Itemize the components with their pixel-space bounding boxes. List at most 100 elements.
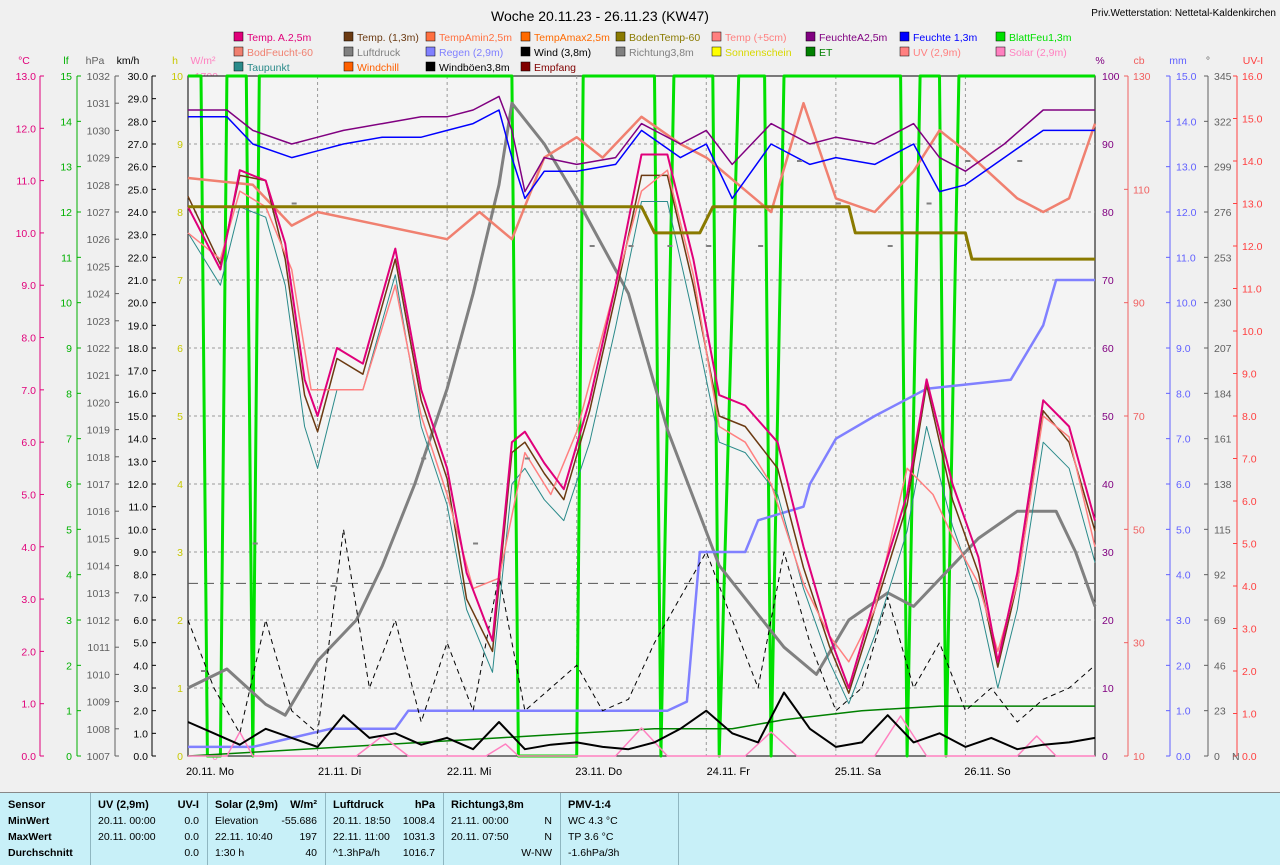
tick-label-kmh: 30.0 [128,71,149,83]
tick-label-uvi: 0.0 [1242,751,1257,763]
axis-unit-uvi: UV-I [1243,55,1263,67]
x-axis-label: 20.11. Mo [186,766,234,778]
tick-label-hpa: 1019 [87,425,111,437]
tick-label-lf: 2 [66,660,72,672]
tick-label-uvi: 15.0 [1242,114,1263,126]
axis-unit-kmh: km/h [117,55,140,67]
tick-label-kmh: 18.0 [128,343,149,355]
tick-label-kmh: 28.0 [128,116,149,128]
tick-label-kmh: 12.0 [128,479,149,491]
stats-row-label: 1:30 h [215,847,245,859]
tick-label-celsius: 4.0 [21,542,36,554]
tick-label-hpa: 1016 [87,506,111,518]
legend-label: Temp (+5cm) [725,32,787,44]
tick-label-mm: 15.0 [1176,71,1197,83]
tick-label-kmh: 9.0 [133,547,148,559]
direction-point [667,245,673,247]
tick-label-kmh: 20.0 [128,298,149,310]
tick-label-mm: 2.0 [1176,660,1191,672]
direction-point [330,585,336,587]
tick-label-percent: 90 [1102,139,1114,151]
tick-label-cb: 110 [1133,184,1150,196]
tick-label-cb: 50 [1133,524,1145,536]
tick-label-hpa: 1013 [87,588,111,600]
stats-row-value: 40 [305,847,317,859]
tick-label-kmh: 8.0 [133,570,148,582]
stats-row-value: 197 [299,831,317,843]
tick-label-hpa: 1008 [87,724,111,736]
series-temp-5cm [187,169,1096,663]
legend-swatch [233,46,244,57]
tick-label-kmh: 17.0 [128,366,149,378]
stats-row-value: 1016.7 [402,847,435,859]
stats-row-value: N [544,831,552,843]
tick-label-kmh: 22.0 [128,252,149,264]
legend-label: Regen (2,9m) [439,47,503,59]
series-lines [187,74,1097,758]
tick-label-uvi: 1.0 [1242,709,1257,721]
tick-label-kmh: 7.0 [133,592,148,604]
axis-unit-deg: ° [1206,55,1210,67]
series-wind-3-8m [187,691,1096,751]
tick-label-uvi: 3.0 [1242,624,1257,636]
tick-label-deg: 230 [1214,298,1232,310]
axis-unit-hpa: hPa [86,55,105,67]
tick-label-celsius: 10.0 [16,228,37,240]
legend-label: BodenTemp-60 [629,32,700,44]
tick-label-percent: 50 [1102,411,1114,423]
tick-label-hpa: 1015 [87,533,111,545]
tick-label-h: 2 [177,615,183,627]
stats-column-header: PMV-1:4 [568,799,611,811]
legend-swatch [805,31,816,42]
direction-point [421,457,427,460]
stats-row-value: 0.0 [184,847,199,859]
tick-label-h: 1 [177,683,183,695]
x-axis-label: 21.11. Di [318,766,361,778]
direction-point [291,202,297,205]
legend-label: Feuchte 1,3m [913,32,977,44]
axis-unit-labels: °C lf hPa km/h h W/m²% cb mm ° UV-I [18,55,1263,67]
tick-label-uvi: 14.0 [1242,156,1263,168]
tick-label-uvi: 2.0 [1242,666,1257,678]
x-axis-label: 24.11. Fr [707,766,751,778]
legend-label: ET [819,47,833,59]
tick-label-celsius: 7.0 [21,385,36,397]
stats-row-value: W-NW [521,847,552,859]
stats-row-header: Durchschnitt [8,847,73,859]
tick-label-kmh: 21.0 [128,275,149,287]
stats-column: Sensor MinWert MaxWert Durchschnitt [0,793,91,865]
tick-label-lf: 11 [61,252,72,264]
tick-label-lf: 8 [66,388,72,400]
stats-row-header: MinWert [8,815,50,827]
legend-swatch [233,31,244,42]
tick-label-kmh: 11.0 [128,502,148,514]
tick-label-mm: 8.0 [1176,388,1191,400]
tick-label-deg: 161 [1214,434,1232,446]
tick-label-mm: 0.0 [1176,751,1191,763]
series-feuchtea2-5m [188,95,1095,193]
tick-label-lf: 10 [60,298,72,310]
tick-label-kmh: 16.0 [128,388,149,400]
legend-swatch [233,61,244,72]
legend-label: Windchill [357,62,399,74]
tick-label-lf: 14 [60,116,72,128]
stats-row-label: 20.11. 07:50 [451,831,509,843]
tick-label-kmh: 26.0 [128,162,149,174]
legend-swatch [805,46,816,57]
tick-label-mm: 3.0 [1176,615,1191,627]
tick-label-uvi: 12.0 [1242,241,1263,253]
legend-label: BlattFeu1,3m [1009,32,1072,44]
tick-label-mm: 14.0 [1176,116,1197,128]
direction-point [524,457,530,460]
tick-label-percent: 60 [1102,343,1114,355]
stats-column: Luftdruck hPa 20.11. 18:50 1008.4 22.11. 11:… [325,793,444,865]
tick-label-h: 3 [177,547,183,559]
direction-point [200,670,206,672]
tick-label-celsius: 1.0 [21,699,36,711]
tick-label-hpa: 1020 [87,397,111,409]
tick-label-celsius: 13.0 [16,71,37,83]
series-blattfeu1-3m [188,74,1095,758]
tick-label-percent: 20 [1102,615,1114,627]
series-temp-1-3m [187,174,1096,694]
stats-column-header: Luftdruck [333,799,384,811]
